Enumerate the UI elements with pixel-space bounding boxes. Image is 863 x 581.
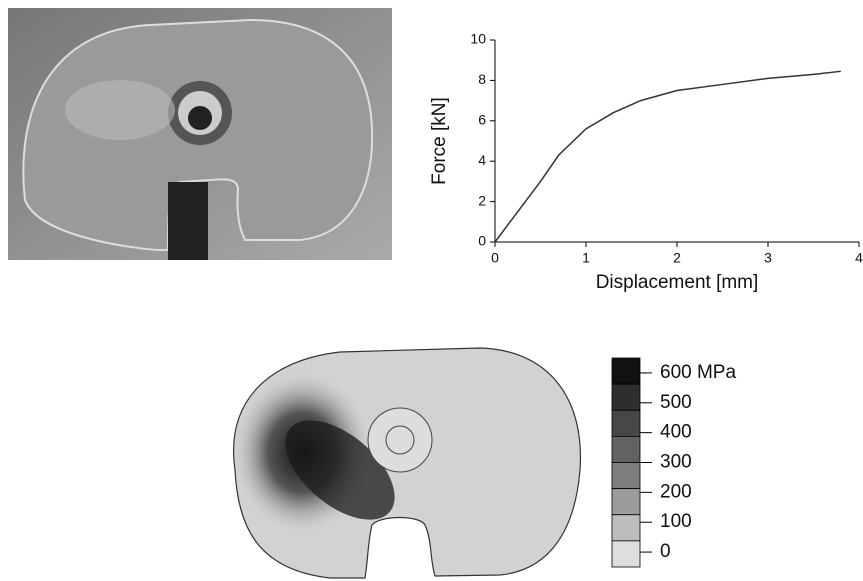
- x-tick-label: 0: [491, 250, 499, 266]
- x-tick-label: 4: [855, 250, 863, 266]
- figure: Displacement [mm] Force [kN] 02468100123…: [0, 0, 863, 581]
- y-tick-label: 4: [478, 152, 486, 168]
- color-swatch: [612, 384, 640, 410]
- color-swatch: [612, 358, 640, 384]
- colorbar-label: 600 MPa: [660, 362, 736, 383]
- y-tick-label: 6: [478, 112, 486, 128]
- color-swatch: [612, 515, 640, 541]
- y-tick-label: 10: [470, 31, 486, 47]
- color-swatch: [612, 463, 640, 489]
- colorbar-label: 0: [660, 541, 671, 562]
- color-swatch: [612, 489, 640, 515]
- colorbar-label: 400: [660, 422, 692, 443]
- photo: [8, 8, 392, 260]
- color-swatch: [612, 541, 640, 567]
- colorbar-label: 100: [660, 511, 692, 532]
- y-tick-label: 0: [478, 233, 486, 249]
- y-axis-label: Force [kN]: [429, 97, 450, 185]
- colorbar: 600 MPa 500 400 300 200 100 0: [612, 358, 736, 567]
- contour-plot: [234, 348, 581, 578]
- colorbar-label: 500: [660, 392, 692, 413]
- y-tick-label: 2: [478, 192, 486, 208]
- color-swatch: [612, 410, 640, 436]
- x-tick-label: 3: [764, 250, 772, 266]
- color-swatch: [612, 436, 640, 462]
- x-tick-label: 2: [673, 250, 681, 266]
- data-line: [495, 71, 841, 242]
- colorbar-label: 300: [660, 452, 692, 473]
- line-chart: Displacement [mm] Force [kN] 0 2 4 6 8 10 0 1 2 3…: [429, 31, 863, 293]
- colorbar-label: 200: [660, 481, 692, 502]
- x-tick-label: 1: [582, 250, 590, 266]
- x-axis-label: Displacement [mm]: [596, 272, 759, 293]
- y-tick-label: 8: [478, 71, 486, 87]
